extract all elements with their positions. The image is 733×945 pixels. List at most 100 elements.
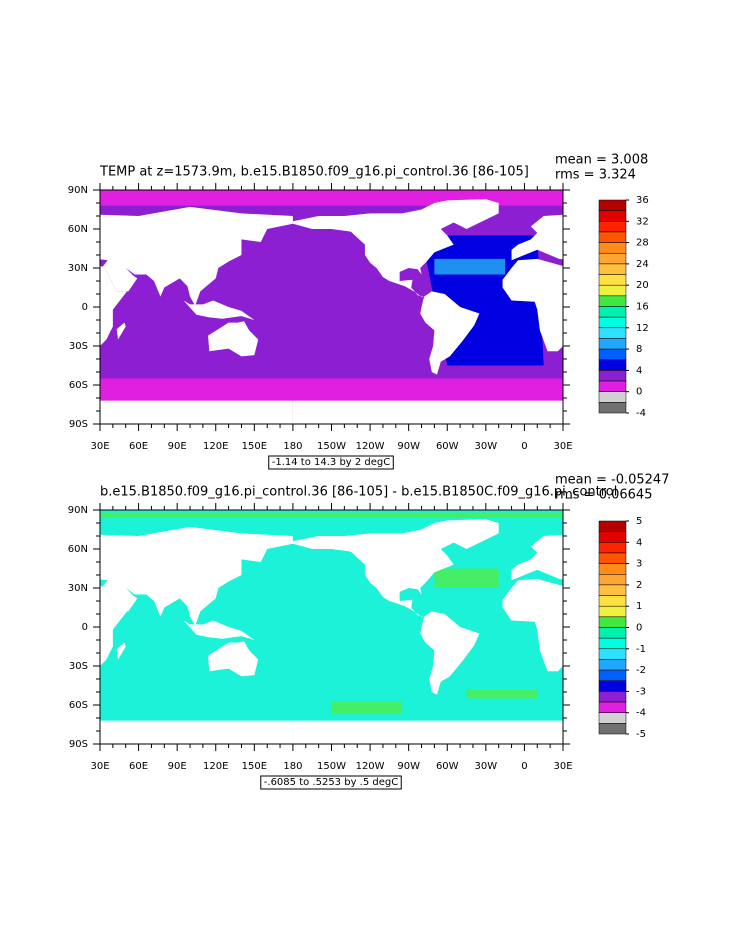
colorbar-label: 32 — [636, 216, 649, 227]
lon-label: 120W — [356, 761, 385, 772]
colorbar-box — [598, 520, 627, 532]
lon-label: 0 — [521, 441, 527, 452]
colorbar-box — [598, 584, 627, 596]
map — [0, 510, 721, 744]
land — [420, 611, 480, 695]
colorbar-box — [598, 316, 627, 329]
lat-label: 60S — [69, 700, 88, 711]
lat-label: 60S — [69, 380, 88, 391]
lon-label: 150E — [242, 761, 267, 772]
land — [647, 621, 718, 641]
ocean-region — [434, 258, 506, 275]
colorbar-label: -5 — [636, 729, 646, 740]
colorbar-box — [598, 627, 627, 639]
land — [511, 214, 563, 261]
lon-label: 30W — [475, 441, 498, 452]
colorbar-box — [598, 691, 627, 703]
mean-label: mean = 3.008 — [555, 153, 648, 168]
contour-info: -1.14 to 14.3 by 2 degC — [272, 457, 391, 468]
colorbar-label: 24 — [636, 259, 649, 270]
lat-label: 30N — [68, 583, 88, 594]
colorbar-label: 36 — [636, 195, 649, 206]
rms-label: rms = 0.06645 — [555, 488, 652, 503]
lon-label: 60E — [129, 761, 148, 772]
land — [292, 400, 563, 424]
colorbar-label: -3 — [636, 686, 646, 697]
lon-label: 90E — [168, 441, 187, 452]
land — [420, 291, 480, 375]
colorbar-label: 3 — [636, 559, 642, 570]
land — [580, 643, 589, 660]
lon-label: 120E — [203, 441, 228, 452]
lat-label: 60N — [68, 544, 88, 555]
colorbar-box — [598, 231, 627, 243]
ocean-region — [331, 701, 403, 715]
ocean-region — [100, 512, 293, 518]
land — [100, 206, 293, 306]
colorbar-box — [598, 701, 627, 713]
lat-label: 0 — [82, 302, 88, 313]
colorbar-box — [598, 253, 627, 265]
lon-label: 150W — [317, 761, 346, 772]
land — [671, 321, 721, 356]
colorbar-box — [598, 221, 627, 233]
land — [671, 641, 721, 676]
colorbar-box — [598, 274, 627, 286]
ocean-region — [4, 689, 75, 698]
land — [0, 611, 16, 694]
land — [502, 578, 563, 672]
land — [292, 720, 563, 744]
ocean-region — [0, 569, 36, 589]
colorbar-label: 1 — [636, 601, 642, 612]
lat-label: 0 — [82, 622, 88, 633]
colorbar-box — [598, 531, 627, 543]
colorbar-box — [598, 542, 627, 554]
land — [183, 620, 255, 640]
colorbar-label: 8 — [636, 344, 642, 355]
colorbar-box — [598, 402, 627, 414]
land — [0, 291, 16, 374]
colorbar-box — [598, 637, 627, 650]
lat-label: 30S — [69, 661, 88, 672]
lon-label: 60E — [129, 441, 148, 452]
land — [208, 321, 259, 357]
lat-label: 30N — [68, 263, 88, 274]
colorbar-box — [598, 263, 627, 275]
lon-label: 30E — [553, 761, 572, 772]
colorbar-label: 28 — [636, 238, 649, 249]
contour-info-box — [260, 775, 402, 790]
land — [292, 199, 499, 297]
lon-label: 90W — [397, 761, 420, 772]
contour-info-box — [268, 455, 394, 470]
lon-label: 30E — [553, 441, 572, 452]
land — [502, 258, 563, 352]
ocean-region — [292, 512, 563, 518]
ocean-region — [292, 378, 563, 401]
map-title: TEMP at z=1573.9m, b.e15.B1850.f09_g16.p… — [99, 165, 529, 180]
lon-label: 90W — [397, 441, 420, 452]
land — [208, 641, 259, 677]
lon-label: 90E — [168, 761, 187, 772]
colorbar-box — [598, 210, 627, 222]
land — [292, 519, 499, 617]
colorbar-box — [598, 359, 627, 371]
colorbar-box — [598, 370, 627, 382]
colorbar-box — [598, 712, 627, 724]
land — [116, 642, 126, 660]
colorbar-box — [598, 574, 627, 586]
lon-label: 180 — [283, 761, 302, 772]
colorbar-box — [598, 648, 627, 660]
colorbar-label: 4 — [636, 365, 642, 376]
colorbar-box — [598, 295, 627, 307]
colorbar-label: -4 — [636, 708, 646, 719]
colorbar-box — [598, 595, 627, 607]
lon-label: 60W — [436, 761, 459, 772]
colorbar-box — [598, 605, 627, 618]
colorbar-box — [598, 616, 627, 628]
lat-label: 90S — [69, 739, 88, 750]
colorbar-box — [598, 552, 627, 564]
land — [100, 400, 293, 424]
colorbar-box — [598, 669, 627, 681]
colorbar-box — [598, 391, 627, 403]
lat-label: 90N — [68, 505, 88, 516]
